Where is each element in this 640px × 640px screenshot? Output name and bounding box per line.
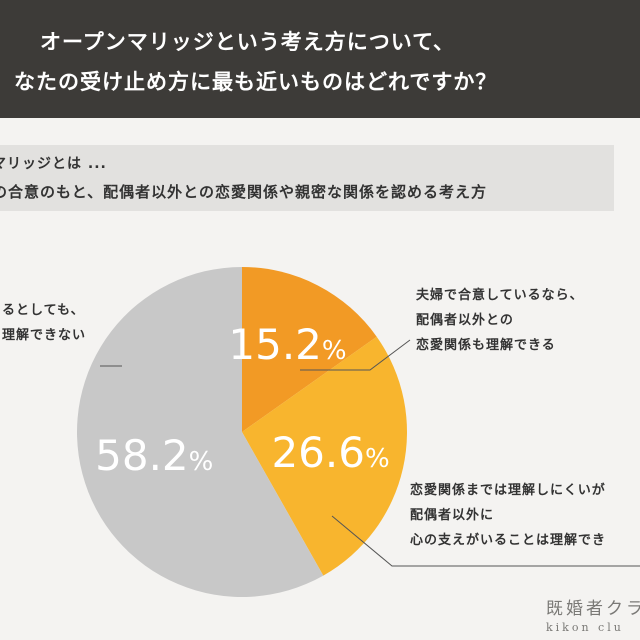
- annotation-right-top-line: 夫婦で合意しているなら、: [416, 288, 584, 303]
- brand-logo-sub: kikon clu: [546, 621, 624, 634]
- brand-logo-main: 既婚者クラ: [546, 599, 640, 619]
- pie-slice-partial: [242, 336, 407, 576]
- leader-line-right-bottom: [331, 515, 640, 567]
- definition-heading: マリッジとは ...: [0, 156, 107, 172]
- annotation-right-bottom-line: 配偶者以外に: [410, 508, 495, 523]
- pie-slice-cannot: [76, 267, 324, 597]
- annotation-right-bottom-line: 心の支えがいることは理解でき: [410, 533, 607, 548]
- annotation-right-top: 夫婦で合意しているなら、 配偶者以外との 恋愛関係も理解できる: [416, 283, 584, 358]
- question-line-2: なたの受け止め方に最も近いものはどれですか？: [14, 70, 498, 94]
- slice-percent-label: 26.6%: [271, 428, 389, 477]
- slice-percent-label: 58.2%: [95, 431, 213, 480]
- annotation-right-top-line: 配偶者以外との: [416, 313, 514, 328]
- annotation-right-bottom-line: 恋愛関係までは理解しにくいが: [410, 483, 606, 498]
- question-line-1: オープンマリッジという考え方について、: [40, 30, 456, 54]
- annotation-left: るとしても、 理解できない: [2, 298, 86, 348]
- definition-box: マリッジとは ... の合意のもと、配偶者以外との恋愛関係や親密な関係を認める考…: [0, 145, 614, 211]
- brand-logo: 既婚者クラ kikon clu: [546, 594, 640, 634]
- annotation-left-line: るとしても、: [2, 303, 85, 318]
- question-header: オープンマリッジという考え方について、 なたの受け止め方に最も近いものはどれです…: [0, 0, 640, 118]
- annotation-left-line: 理解できない: [2, 328, 87, 343]
- pie-slice-agree: [242, 267, 377, 432]
- slice-percent-label: 15.2%: [228, 320, 346, 369]
- annotation-right-top-line: 恋愛関係も理解できる: [416, 338, 556, 353]
- leader-line-right-top: [300, 339, 411, 371]
- definition-text: の合意のもと、配偶者以外との恋愛関係や親密な関係を認める考え方: [0, 183, 487, 201]
- annotation-right-bottom: 恋愛関係までは理解しにくいが 配偶者以外に 心の支えがいることは理解でき: [410, 478, 606, 553]
